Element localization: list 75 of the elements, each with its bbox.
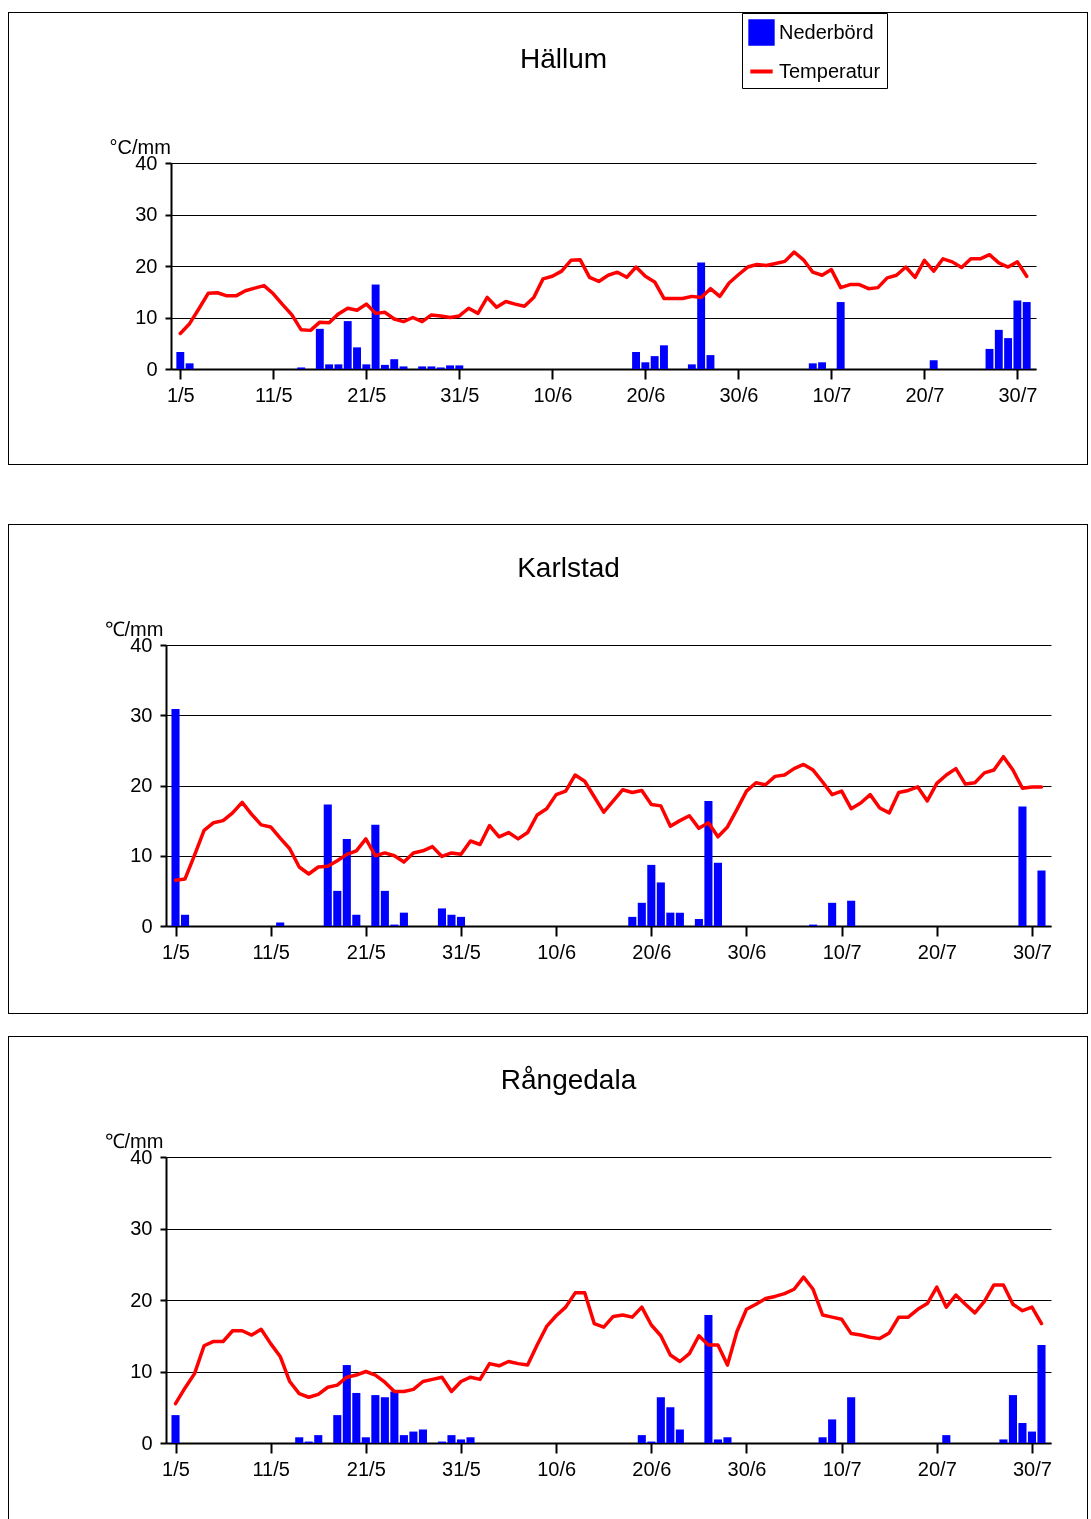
bar bbox=[828, 902, 837, 926]
x-tick-label: 20/7 bbox=[905, 383, 945, 406]
x-tick-label: 30/6 bbox=[727, 940, 767, 963]
bar bbox=[942, 1435, 951, 1443]
x-tick-label: 30/7 bbox=[1013, 940, 1052, 963]
bar bbox=[675, 912, 684, 926]
bar bbox=[704, 1315, 713, 1443]
x-tick-label: 10/7 bbox=[822, 1457, 862, 1480]
bar bbox=[1018, 806, 1027, 926]
y-tick-label: 0 bbox=[141, 914, 153, 937]
x-tick-label: 30/6 bbox=[719, 383, 759, 406]
bar bbox=[171, 1415, 180, 1443]
line-series bbox=[173, 754, 1044, 883]
x-tick-label: 11/5 bbox=[252, 1457, 290, 1480]
y-tick-label: 20 bbox=[130, 774, 153, 796]
bar bbox=[276, 922, 285, 926]
x-tick-label: 20/7 bbox=[917, 1457, 957, 1480]
y-tick-label: 10 bbox=[130, 1360, 153, 1382]
x-tick-label: 20/6 bbox=[626, 383, 666, 406]
x-tick-label: 10/6 bbox=[533, 383, 573, 406]
x-tick-label: 1/5 bbox=[162, 940, 190, 963]
x-tick-label: 20/6 bbox=[632, 940, 672, 963]
bar bbox=[847, 900, 856, 926]
bar bbox=[399, 366, 408, 369]
x-tick-label: 1/5 bbox=[162, 1457, 190, 1480]
bar bbox=[1037, 870, 1046, 926]
line-series bbox=[173, 1275, 1044, 1406]
bar bbox=[295, 1437, 304, 1443]
x-tick-label: 30/7 bbox=[1013, 1457, 1052, 1480]
x-tick-label: 21/5 bbox=[346, 1457, 386, 1480]
legend-label: Temperatur bbox=[779, 59, 881, 82]
y-tick-label: 20 bbox=[130, 1288, 153, 1311]
line-series bbox=[178, 250, 1029, 336]
x-tick-label: 10/7 bbox=[812, 383, 852, 406]
x-tick-label: 20/7 bbox=[917, 940, 957, 963]
bar bbox=[713, 862, 722, 926]
y-tick-label: 30 bbox=[130, 1217, 153, 1239]
bar bbox=[176, 352, 185, 369]
bar bbox=[999, 1439, 1008, 1443]
y-tick-label: 0 bbox=[141, 1431, 153, 1454]
x-tick-label: 31/5 bbox=[442, 940, 481, 963]
bar bbox=[371, 824, 380, 926]
x-tick-label: 10/6 bbox=[537, 940, 577, 963]
y-tick-label: 30 bbox=[130, 703, 153, 726]
x-tick-label: 31/5 bbox=[440, 383, 480, 406]
x-tick-label: 11/5 bbox=[252, 940, 290, 963]
chart-title: Hällum bbox=[519, 43, 608, 74]
y-tick-label: 30 bbox=[135, 203, 158, 225]
x-tick-label: 10/7 bbox=[822, 940, 862, 963]
chart-title: Karlstad bbox=[517, 552, 620, 583]
bar bbox=[399, 912, 408, 926]
bar bbox=[847, 1397, 856, 1443]
x-tick-label: 30/7 bbox=[998, 383, 1038, 406]
x-tick-label: 20/6 bbox=[632, 1457, 672, 1480]
y-tick-label: 0 bbox=[146, 357, 158, 380]
bar bbox=[185, 363, 194, 369]
bar bbox=[333, 1415, 342, 1443]
chart-title: Rångedala bbox=[500, 1064, 637, 1095]
x-tick-label: 1/5 bbox=[166, 383, 195, 406]
legend-label: Nederbörd bbox=[779, 20, 874, 43]
x-tick-label: 21/5 bbox=[347, 383, 387, 406]
y-tick-label: 20 bbox=[135, 254, 158, 277]
bar bbox=[628, 916, 637, 926]
x-tick-label: 31/5 bbox=[442, 1457, 481, 1480]
bar bbox=[929, 360, 938, 369]
x-tick-label: 21/5 bbox=[346, 940, 386, 963]
bar bbox=[836, 302, 845, 369]
bar bbox=[675, 1429, 684, 1443]
y-tick-label: 10 bbox=[135, 306, 158, 328]
x-tick-label: 30/6 bbox=[727, 1457, 767, 1480]
x-tick-label: 10/6 bbox=[537, 1457, 577, 1480]
x-tick-label: 11/5 bbox=[255, 383, 293, 406]
bar bbox=[418, 1429, 427, 1443]
y-tick-label: 10 bbox=[130, 844, 153, 867]
bar bbox=[1022, 302, 1031, 369]
